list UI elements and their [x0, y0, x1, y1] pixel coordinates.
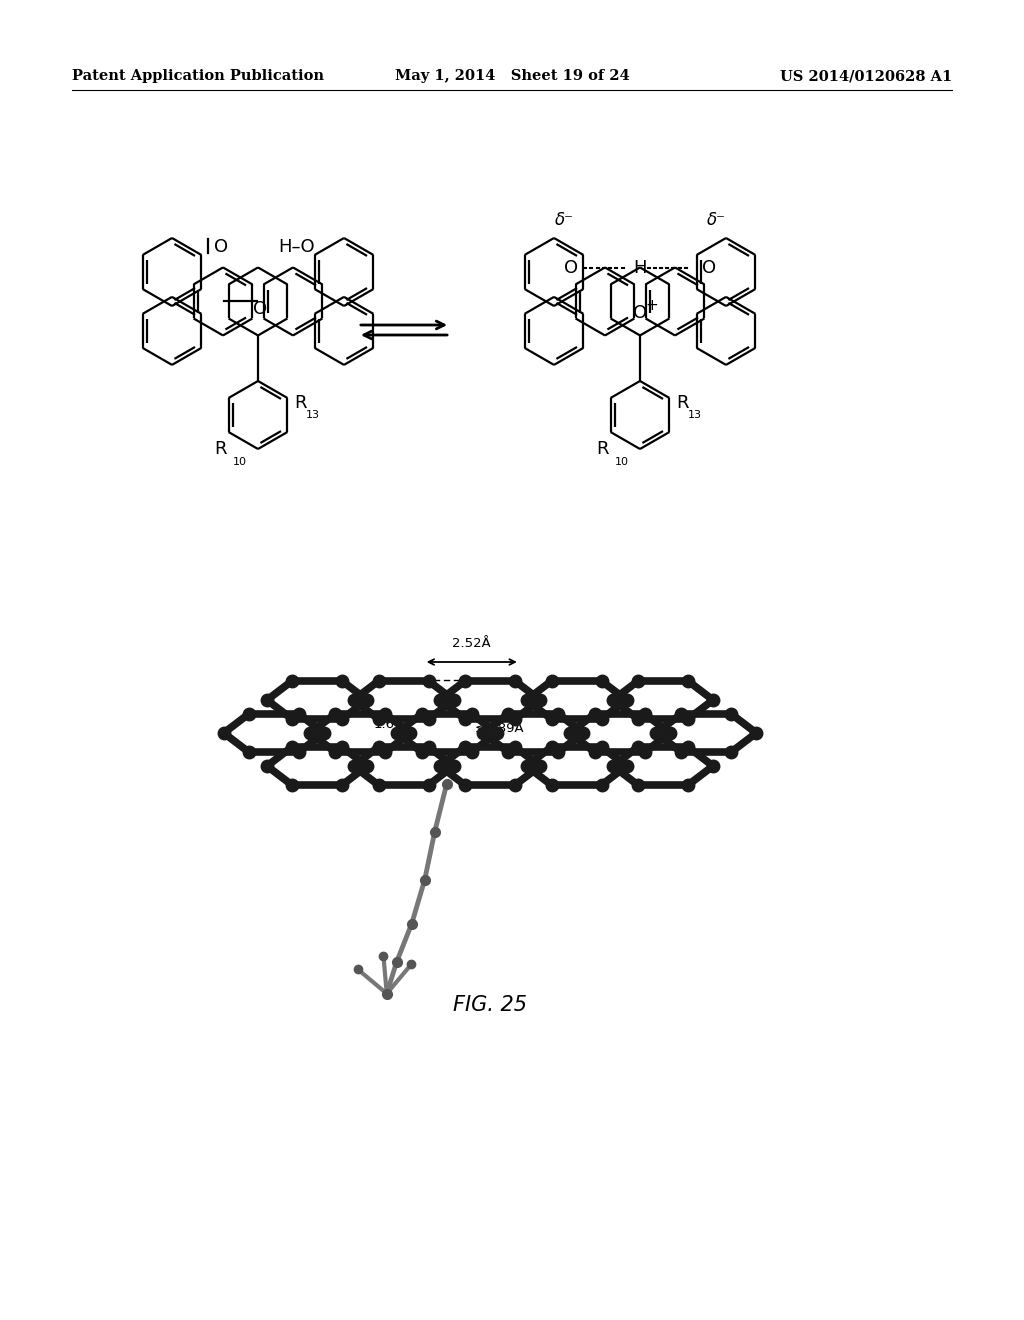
Text: O: O: [701, 259, 716, 277]
Text: O: O: [214, 238, 228, 256]
Text: H–O: H–O: [279, 238, 315, 256]
Text: R: R: [676, 393, 688, 412]
Text: 2.52Å: 2.52Å: [453, 638, 492, 649]
Text: δ⁻: δ⁻: [555, 211, 573, 228]
Text: +: +: [645, 298, 658, 313]
Text: US 2014/0120628 A1: US 2014/0120628 A1: [779, 69, 952, 83]
Text: O: O: [253, 301, 267, 318]
Text: 1.61Å: 1.61Å: [374, 718, 412, 731]
Text: H: H: [633, 259, 647, 277]
Text: 13: 13: [688, 411, 702, 420]
Text: FIG. 25: FIG. 25: [453, 995, 527, 1015]
Text: R: R: [597, 441, 609, 458]
Text: ≤1.89Å: ≤1.89Å: [475, 722, 524, 735]
Text: O: O: [564, 259, 579, 277]
Text: δ⁻: δ⁻: [707, 211, 725, 228]
Text: Patent Application Publication: Patent Application Publication: [72, 69, 324, 83]
Text: May 1, 2014   Sheet 19 of 24: May 1, 2014 Sheet 19 of 24: [394, 69, 630, 83]
Text: O: O: [633, 305, 647, 322]
Text: R: R: [294, 393, 306, 412]
Text: R: R: [214, 441, 227, 458]
Text: 10: 10: [615, 458, 629, 467]
Text: 13: 13: [306, 411, 319, 420]
Text: 10: 10: [233, 458, 247, 467]
